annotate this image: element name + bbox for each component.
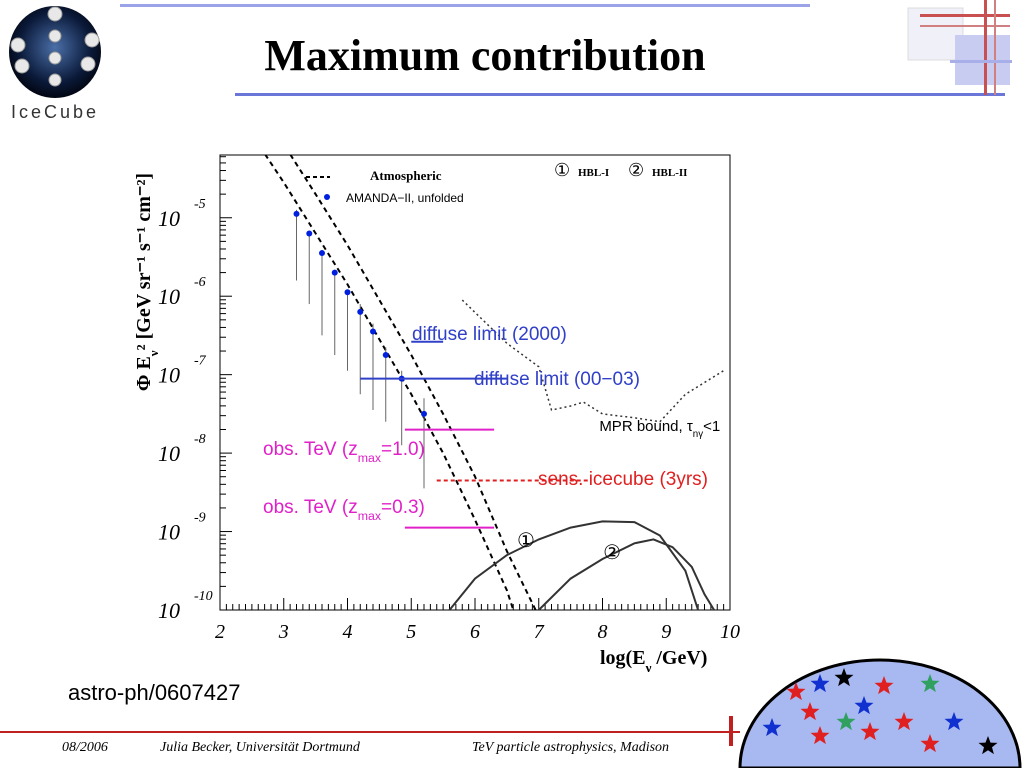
x-tick-label: 3 [278, 621, 289, 643]
star-icon [810, 726, 830, 745]
x-tick-label: 4 [343, 621, 353, 643]
y-tick-exponent: -6 [194, 275, 206, 290]
legend-atmospheric-label: Atmospheric [370, 168, 442, 183]
amanda-point [421, 410, 427, 417]
footer-event: TeV particle astrophysics, Madison [472, 740, 670, 755]
amanda-point [370, 328, 376, 335]
star-icon [894, 712, 914, 731]
icecube-logo: IceCube [9, 6, 101, 122]
footer-line [0, 731, 740, 733]
y-tick-exponent: -5 [194, 197, 206, 212]
x-tick-label: 10 [720, 621, 740, 643]
star-icon [944, 712, 964, 731]
y-tick-base: 10 [158, 441, 180, 466]
star-icon [920, 674, 940, 693]
mpr-bound-curve [461, 299, 724, 423]
amanda-point [319, 250, 325, 257]
corner-decoration [907, 0, 1012, 95]
y-tick-exponent: -8 [194, 432, 206, 447]
star-icon [800, 702, 820, 721]
y-axis-label: Φ Eν² [GeV sr⁻¹ s⁻¹ cm⁻²] [133, 173, 161, 391]
hbl1-curve [448, 520, 700, 610]
star-icon [762, 718, 782, 737]
mpr-bound-label: MPR bound, τnγ<1 [599, 418, 720, 440]
amanda-point [344, 289, 351, 296]
stars [762, 668, 998, 755]
logo-spheres [10, 6, 100, 87]
x-axis-label: log(Eν /GeV) [600, 647, 707, 675]
star-icon [786, 682, 806, 701]
x-tick-label: 7 [534, 621, 545, 643]
y-tick-base: 10 [158, 206, 180, 231]
star-icon [836, 712, 856, 731]
amanda-point [293, 210, 300, 217]
y-tick-exponent: -10 [194, 589, 213, 604]
atmospheric-lower-curve [264, 155, 515, 610]
limit-label: diffuse limit (2000) [412, 324, 567, 345]
limit-label: obs. TeV (zmax=1.0) [263, 439, 425, 465]
footer-author: Julia Becker, Universität Dortmund [160, 740, 360, 755]
star-icon [834, 668, 854, 687]
limit-label: obs. TeV (zmax=0.3) [263, 497, 425, 523]
x-tick-label: 5 [406, 621, 416, 643]
dome [738, 658, 1022, 768]
legend-hbl1-marker: ① [554, 160, 570, 180]
logo-text: IceCube [11, 102, 99, 122]
legend-amanda-swatch [324, 194, 330, 200]
star-icon [810, 674, 830, 693]
hbl2-curve [538, 538, 715, 610]
title-underline [235, 93, 1005, 96]
curve-marker: ② [603, 542, 621, 564]
legend-amanda-label: AMANDA−II, unfolded [346, 191, 464, 205]
amanda-point [306, 230, 313, 237]
y-tick-exponent: -7 [194, 354, 207, 369]
atmospheric-upper-curve [289, 155, 537, 610]
x-tick-label: 2 [215, 621, 225, 643]
y-tick-exponent: -9 [194, 511, 206, 526]
limit-label: sens. icecube (3yrs) [538, 469, 708, 490]
top-accent-line [120, 4, 810, 7]
legend-hbl1-label: HBL-I [578, 167, 609, 179]
star-icon [978, 736, 998, 755]
x-tick-label: 6 [470, 621, 480, 643]
slide-title: Maximum contribution [264, 31, 706, 80]
amanda-point [357, 308, 364, 315]
legend-hbl2-label: HBL-II [652, 167, 687, 179]
reference-text: astro-ph/0607427 [68, 680, 241, 705]
curve-marker: ① [517, 530, 535, 552]
star-icon [920, 734, 940, 753]
legend-hbl2-marker: ② [628, 160, 644, 180]
x-tick-label: 8 [598, 621, 608, 643]
y-tick-base: 10 [158, 363, 180, 388]
star-icon [874, 676, 894, 695]
footer-tick [729, 716, 733, 746]
star-icon [860, 722, 880, 741]
y-tick-base: 10 [158, 284, 180, 309]
star-dome-decoration [738, 658, 1022, 768]
y-tick-base: 10 [158, 520, 180, 545]
star-icon [854, 696, 874, 715]
limit-label: diffuse limit (00−03) [474, 369, 640, 390]
amanda-point [331, 269, 338, 276]
footer-date: 08/2006 [62, 740, 108, 755]
amanda-point [382, 352, 389, 359]
y-tick-base: 10 [158, 598, 180, 623]
x-tick-label: 9 [661, 621, 671, 643]
